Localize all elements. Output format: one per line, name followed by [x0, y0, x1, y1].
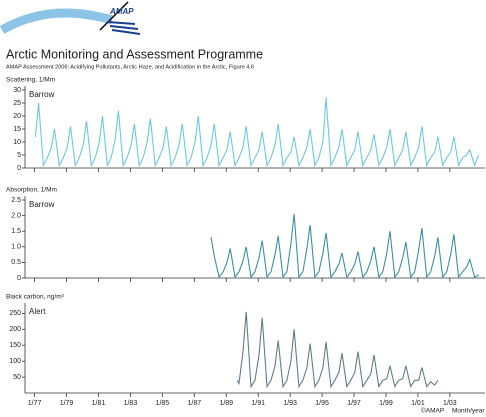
- y-tick-label: 30: [13, 87, 21, 94]
- data-line: [236, 311, 439, 389]
- y-tick-label: 1.5: [11, 228, 21, 235]
- x-tick-label: 1/77: [28, 400, 42, 407]
- header-arc: [0, 8, 114, 34]
- y-tick-label: 15: [13, 126, 21, 133]
- y-axis-label: Scattering, 1/Mm: [6, 77, 55, 84]
- panel-title: Alert: [29, 307, 46, 316]
- y-tick-label: 5: [17, 152, 21, 159]
- logo: AMAP: [99, 1, 141, 35]
- y-axis-label: Absorption, 1/Mm: [6, 187, 57, 194]
- y-tick-label: 20: [13, 113, 21, 120]
- y-tick-label: 1.0: [11, 244, 21, 251]
- x-tick-label: 1/95: [315, 400, 329, 407]
- y-tick-label: 200: [9, 326, 21, 333]
- x-tick-label: 1/81: [92, 400, 106, 407]
- y-tick-label: 0.5: [11, 259, 21, 266]
- panel-title: Barrow: [29, 200, 55, 209]
- data-line: [210, 213, 479, 279]
- y-tick-label: 10: [13, 139, 21, 146]
- x-tick-label: 1/89: [219, 400, 233, 407]
- y-tick-label: 2.0: [11, 212, 21, 219]
- y-tick-label: 250: [9, 310, 21, 317]
- page-title: Arctic Monitoring and Assessment Program…: [6, 47, 263, 61]
- y-tick-label: 100: [9, 358, 21, 365]
- x-tick-label: 1/83: [124, 400, 138, 407]
- x-tick-label: 1/91: [251, 400, 265, 407]
- logo-text: AMAP: [109, 7, 134, 16]
- panel-title: Barrow: [29, 90, 55, 99]
- x-tick-label: 1/03: [443, 400, 457, 407]
- copyright: ©AMAP: [421, 407, 444, 415]
- y-tick-label: 50: [13, 374, 21, 381]
- x-tick-label: 1/01: [411, 400, 425, 407]
- data-line: [34, 97, 480, 168]
- y-tick-label: 0: [17, 275, 21, 282]
- x-tick-label: 1/99: [379, 400, 393, 407]
- page-subtitle: AMAP Assessment 2006: Acidifying Polluta…: [6, 64, 254, 70]
- x-tick-label: 1/85: [156, 400, 170, 407]
- y-axis-label: Black carbon, ng/m³: [6, 294, 65, 301]
- y-tick-label: 0: [17, 165, 21, 172]
- x-tick-label: 1/97: [347, 400, 361, 407]
- x-tick-label: 1/79: [60, 400, 74, 407]
- x-tick-label: 1/87: [187, 400, 201, 407]
- y-tick-label: 25: [13, 100, 21, 107]
- y-tick-label: 150: [9, 342, 21, 349]
- y-tick-label: 2.5: [11, 197, 21, 204]
- x-axis-label: Month/year: [452, 408, 485, 415]
- x-tick-label: 1/93: [283, 400, 297, 407]
